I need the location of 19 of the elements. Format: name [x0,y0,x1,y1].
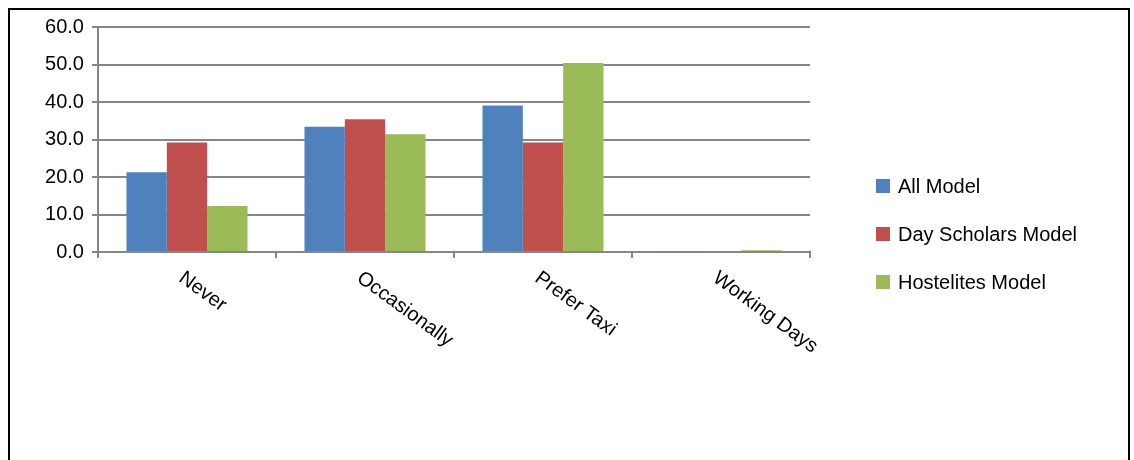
y-tick-label: 50.0 [45,52,84,75]
legend-label: All Model [898,174,981,198]
bar [385,134,426,251]
y-tick-label: 60.0 [45,14,84,37]
bar [482,105,523,251]
bar [344,119,386,251]
bar [304,126,345,251]
y-tick-label: 20.0 [45,164,84,187]
bar [207,205,248,251]
bar [563,63,604,251]
y-tick-label: 40.0 [45,89,84,112]
y-tick-label: 0.0 [56,239,84,262]
legend-label: Hostelites Model [898,270,1046,294]
y-tick-label: 30.0 [45,127,84,150]
y-tick-label: 10.0 [45,202,84,225]
legend-label: Day Scholars Model [898,222,1077,246]
bar [166,142,208,251]
bar [522,142,564,251]
bar [126,172,167,251]
